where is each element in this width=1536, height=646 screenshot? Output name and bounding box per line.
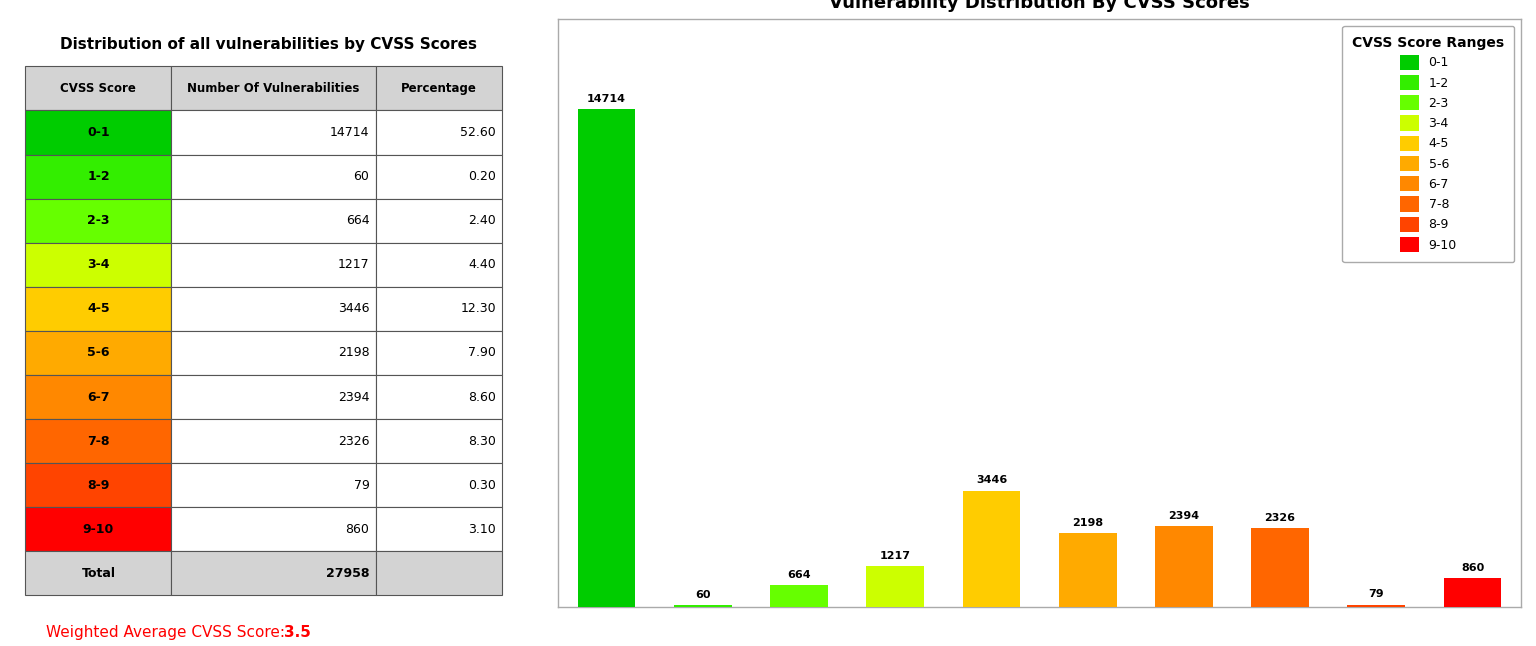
Text: 2394: 2394 [1169,511,1200,521]
Text: 2-3: 2-3 [88,214,109,227]
FancyBboxPatch shape [172,67,375,110]
FancyBboxPatch shape [375,199,502,243]
FancyBboxPatch shape [26,375,172,419]
Text: 79: 79 [1369,590,1384,599]
Text: 60: 60 [353,170,370,183]
Bar [963,490,1020,607]
Text: 79: 79 [353,479,370,492]
FancyBboxPatch shape [172,507,375,552]
Bar [770,585,828,607]
Text: 9-10: 9-10 [83,523,114,536]
Text: 14714: 14714 [330,126,370,139]
Bar [674,605,731,607]
Text: Weighted Average CVSS Score:: Weighted Average CVSS Score: [46,625,290,640]
Text: 1-2: 1-2 [88,170,109,183]
Text: 6-7: 6-7 [88,391,109,404]
FancyBboxPatch shape [172,463,375,507]
Text: 52.60: 52.60 [461,126,496,139]
Text: 2326: 2326 [1264,514,1295,523]
Text: 8.30: 8.30 [468,435,496,448]
FancyBboxPatch shape [172,419,375,463]
Text: 1217: 1217 [338,258,370,271]
FancyBboxPatch shape [375,110,502,154]
Text: 664: 664 [788,570,811,579]
Text: Total: Total [81,567,115,580]
Legend: 0-1, 1-2, 2-3, 3-4, 4-5, 5-6, 6-7, 7-8, 8-9, 9-10: 0-1, 1-2, 2-3, 3-4, 4-5, 5-6, 6-7, 7-8, … [1342,26,1514,262]
FancyBboxPatch shape [26,463,172,507]
Text: 2326: 2326 [338,435,370,448]
FancyBboxPatch shape [26,67,172,110]
FancyBboxPatch shape [375,331,502,375]
Bar [1155,526,1213,607]
Text: 0.30: 0.30 [468,479,496,492]
FancyBboxPatch shape [26,507,172,552]
Text: 4-5: 4-5 [88,302,109,315]
Bar [1347,605,1405,607]
FancyBboxPatch shape [26,243,172,287]
Text: 14714: 14714 [587,94,627,104]
FancyBboxPatch shape [375,67,502,110]
FancyBboxPatch shape [172,552,375,596]
FancyBboxPatch shape [375,287,502,331]
FancyBboxPatch shape [375,243,502,287]
FancyBboxPatch shape [375,375,502,419]
FancyBboxPatch shape [26,287,172,331]
Text: 7.90: 7.90 [468,346,496,359]
FancyBboxPatch shape [26,552,172,596]
Text: 4.40: 4.40 [468,258,496,271]
FancyBboxPatch shape [172,110,375,154]
Text: 860: 860 [346,523,370,536]
Text: 3.5: 3.5 [284,625,310,640]
Text: 2198: 2198 [1072,517,1103,528]
Text: 7-8: 7-8 [88,435,109,448]
Text: 3-4: 3-4 [88,258,109,271]
FancyBboxPatch shape [172,331,375,375]
Text: Number Of Vulnerabilities: Number Of Vulnerabilities [187,82,359,95]
Title: Vulnerability Distribution By CVSS Scores: Vulnerability Distribution By CVSS Score… [829,0,1250,12]
Text: Percentage: Percentage [401,82,476,95]
FancyBboxPatch shape [172,154,375,199]
Text: 3446: 3446 [975,475,1008,486]
FancyBboxPatch shape [375,419,502,463]
Text: 2.40: 2.40 [468,214,496,227]
Bar [1252,528,1309,607]
FancyBboxPatch shape [26,154,172,199]
Bar [578,109,636,607]
Text: 60: 60 [696,590,711,600]
FancyBboxPatch shape [172,243,375,287]
FancyBboxPatch shape [172,287,375,331]
Text: 860: 860 [1461,563,1484,573]
Text: 0-1: 0-1 [88,126,109,139]
Text: Distribution of all vulnerabilities by CVSS Scores: Distribution of all vulnerabilities by C… [60,37,478,52]
Text: 8-9: 8-9 [88,479,109,492]
FancyBboxPatch shape [375,507,502,552]
FancyBboxPatch shape [26,110,172,154]
FancyBboxPatch shape [172,375,375,419]
Text: 12.30: 12.30 [461,302,496,315]
FancyBboxPatch shape [375,552,502,596]
Text: 2394: 2394 [338,391,370,404]
Text: 2198: 2198 [338,346,370,359]
FancyBboxPatch shape [375,463,502,507]
Text: 5-6: 5-6 [88,346,109,359]
Text: 664: 664 [346,214,370,227]
Text: 3.10: 3.10 [468,523,496,536]
Bar [1444,578,1501,607]
FancyBboxPatch shape [172,199,375,243]
Bar [866,566,925,607]
FancyBboxPatch shape [26,331,172,375]
Text: 8.60: 8.60 [468,391,496,404]
Text: CVSS Score: CVSS Score [60,82,137,95]
FancyBboxPatch shape [375,154,502,199]
Text: 27958: 27958 [326,567,370,580]
Text: 0.20: 0.20 [468,170,496,183]
Bar [1058,533,1117,607]
Text: 3446: 3446 [338,302,370,315]
Text: 1217: 1217 [880,551,911,561]
FancyBboxPatch shape [26,199,172,243]
FancyBboxPatch shape [26,419,172,463]
